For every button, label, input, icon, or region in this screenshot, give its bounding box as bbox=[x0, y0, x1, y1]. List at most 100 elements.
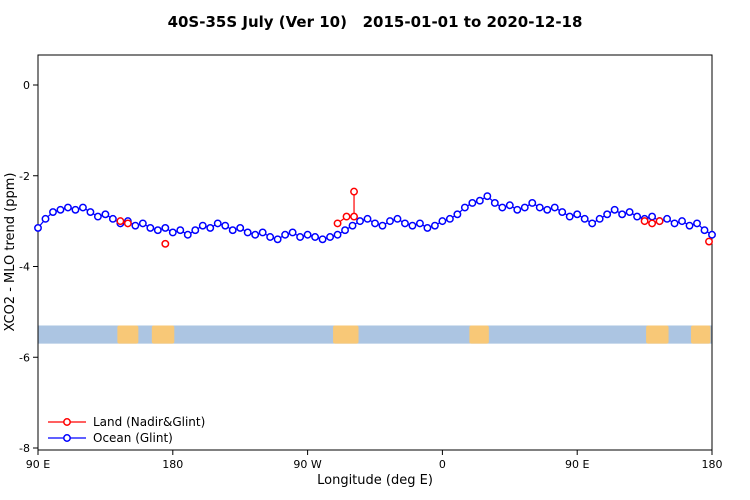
land-data-point bbox=[350, 187, 358, 196]
y-tick-label: -2 bbox=[19, 170, 30, 183]
ocean-data-point bbox=[371, 219, 379, 228]
y-axis-label: XCO2 - MLO trend (ppm) bbox=[3, 173, 18, 332]
ocean-data-point bbox=[565, 212, 574, 221]
ocean-data-point bbox=[670, 219, 679, 228]
ocean-data-point bbox=[430, 221, 439, 230]
ocean-data-point bbox=[34, 223, 42, 232]
legend-land-label: Land (Nadir&Glint) bbox=[93, 415, 205, 429]
land-data-point bbox=[161, 239, 170, 248]
ocean-data-point bbox=[685, 221, 694, 230]
ocean-data-point bbox=[251, 230, 260, 239]
map-band-land-patch bbox=[469, 325, 489, 344]
map-band-land-patch bbox=[117, 325, 139, 344]
x-tick-label: 90 E bbox=[26, 458, 50, 471]
ocean-data-point bbox=[445, 214, 454, 223]
ocean-data-point bbox=[498, 203, 507, 212]
ocean-data-point bbox=[146, 223, 155, 232]
ocean-data-point bbox=[318, 235, 327, 244]
ocean-data-point bbox=[678, 217, 686, 226]
ocean-data-point bbox=[168, 228, 177, 237]
ocean-series-line bbox=[37, 195, 713, 240]
ocean-data-point bbox=[363, 214, 372, 223]
ocean-data-point bbox=[700, 226, 709, 235]
ocean-data-point bbox=[580, 214, 589, 223]
land-data-point bbox=[116, 217, 125, 226]
ocean-data-point bbox=[236, 223, 245, 232]
land-data-point bbox=[640, 217, 649, 226]
legend: Land (Nadir&Glint) Ocean (Glint) bbox=[48, 415, 205, 445]
ocean-data-point bbox=[93, 212, 102, 221]
ocean-data-point bbox=[258, 228, 267, 237]
plot-area: 90 E 180 90 W 0 90 E 180 0 -2 -4 -6 -8 bbox=[19, 54, 723, 471]
ocean-data-point bbox=[558, 208, 567, 217]
legend-ocean-label: Ocean (Glint) bbox=[93, 431, 173, 445]
ocean-data-point bbox=[468, 199, 477, 207]
ocean-data-point bbox=[108, 214, 117, 223]
ocean-data-point bbox=[386, 217, 394, 226]
land-data-point bbox=[123, 219, 132, 228]
ocean-data-point bbox=[513, 205, 522, 214]
map-band-land-patch bbox=[646, 325, 669, 344]
ocean-data-point bbox=[438, 217, 447, 226]
ocean-data-point bbox=[505, 201, 514, 210]
ocean-data-point bbox=[520, 203, 529, 212]
map-band-land-patch bbox=[151, 325, 175, 344]
ocean-data-point bbox=[625, 208, 634, 217]
ocean-data-point bbox=[288, 228, 297, 237]
ocean-data-point bbox=[588, 219, 597, 228]
legend-item-land: Land (Nadir&Glint) bbox=[48, 415, 205, 429]
map-band-land-patch bbox=[333, 325, 359, 344]
legend-ocean-marker-icon bbox=[63, 434, 71, 442]
ocean-data-point bbox=[663, 214, 672, 223]
ocean-data-point bbox=[460, 203, 469, 212]
ocean-data-point bbox=[153, 226, 162, 235]
land-data-point bbox=[705, 237, 713, 246]
ocean-data-point bbox=[528, 199, 537, 207]
x-tick-label: 180 bbox=[702, 458, 723, 471]
ocean-data-point bbox=[595, 214, 604, 223]
ocean-data-point bbox=[648, 212, 657, 221]
ocean-data-point bbox=[131, 221, 140, 230]
ocean-data-point bbox=[266, 233, 275, 241]
ocean-data-point bbox=[423, 223, 432, 232]
plot-box bbox=[37, 54, 713, 451]
x-tick-label: 0 bbox=[439, 458, 446, 471]
ocean-data-point bbox=[393, 214, 402, 223]
ocean-data-point bbox=[708, 230, 716, 239]
land-data-point bbox=[655, 217, 664, 226]
ocean-data-point bbox=[693, 219, 701, 228]
ocean-data-point bbox=[415, 219, 424, 228]
ocean-data-point bbox=[78, 203, 87, 212]
ocean-data-point bbox=[221, 221, 230, 230]
ocean-data-point bbox=[64, 203, 72, 212]
ocean-data-point bbox=[281, 230, 290, 239]
map-band-land-patch bbox=[691, 325, 711, 344]
ocean-data-point bbox=[356, 217, 364, 226]
x-tick-label: 90 W bbox=[293, 458, 321, 471]
ocean-data-point bbox=[610, 205, 619, 214]
legend-item-ocean: Ocean (Glint) bbox=[48, 431, 173, 445]
ocean-data-point bbox=[206, 223, 215, 232]
ocean-data-point bbox=[183, 230, 192, 239]
y-tick-label: -8 bbox=[19, 442, 30, 455]
ocean-data-point bbox=[198, 221, 207, 230]
ocean-data-point bbox=[483, 192, 492, 201]
ocean-data-point bbox=[603, 210, 612, 219]
ocean-data-point bbox=[408, 221, 417, 230]
x-tick-label: 90 E bbox=[565, 458, 589, 471]
ocean-data-point bbox=[273, 235, 282, 244]
ocean-data-point bbox=[303, 230, 312, 239]
ocean-data-point bbox=[618, 210, 627, 219]
ocean-data-point bbox=[41, 214, 50, 223]
ocean-data-point bbox=[550, 203, 559, 212]
legend-land-marker-icon bbox=[63, 418, 71, 426]
ocean-data-point bbox=[341, 226, 349, 235]
y-tick-label: -6 bbox=[19, 351, 30, 364]
ocean-data-point bbox=[378, 221, 387, 230]
ocean-data-point bbox=[573, 210, 582, 219]
ocean-data-point bbox=[191, 226, 200, 235]
ocean-data-point bbox=[296, 233, 305, 241]
land-data-point bbox=[333, 219, 342, 228]
x-axis-label: Longitude (deg E) bbox=[317, 473, 433, 488]
